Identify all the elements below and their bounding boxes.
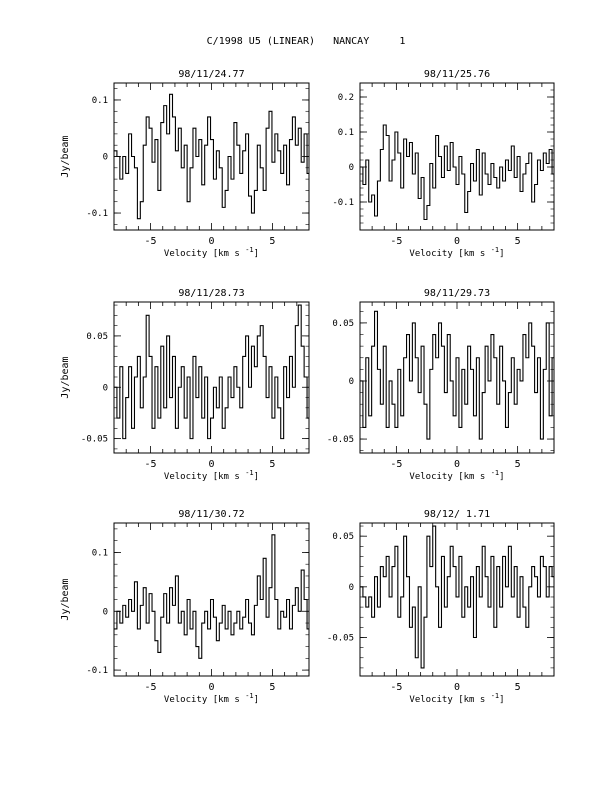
panel-4: 98/11/29.73 -5 0 5 0.05 0 -0.05 Velocity [km s …: [327, 288, 555, 482]
y-tick-label: 0: [349, 583, 354, 593]
y-axis-label: Jy/beam: [60, 356, 71, 398]
y-tick-label: 0.1: [338, 128, 354, 138]
x-tick-label: -5: [145, 459, 157, 470]
x-tick-label: -5: [145, 682, 157, 693]
x-tick-label: 0: [454, 236, 460, 247]
y-tick-label: 0: [103, 607, 108, 617]
spectrum-line: [114, 304, 309, 440]
spectrum-line: [114, 534, 309, 659]
panel-2: 98/11/25.76 -5 0 5 0.2 0.1 0 -0.1 Velocity [km s…: [332, 69, 555, 259]
spectrum-line: [360, 124, 554, 221]
y-tick-label: 0: [103, 383, 108, 393]
y-tick-label: 0: [103, 153, 108, 163]
panel-1: 98/11/24.77 -5 0 5 0.1 0 -0.1 Velocity [km s -1…: [60, 69, 310, 259]
panel-title: 98/11/25.76: [424, 69, 490, 80]
y-tick-label: 0.05: [332, 319, 354, 329]
panel-title: 98/12/ 1.71: [424, 509, 490, 520]
y-tick-label: 0.05: [86, 332, 108, 342]
y-tick-label: -0.05: [327, 633, 354, 643]
panel-3: 98/11/28.73 -5 0 5 0.05 0 -0.05 Velocity [km s …: [60, 288, 310, 482]
panel-6: 98/12/ 1.71 -5 0 5 0.05 0 -0.05 Velocity [km s …: [327, 509, 555, 705]
y-tick-label: 0.05: [332, 532, 354, 542]
y-axis-label: Jy/beam: [60, 578, 71, 620]
x-tick-label: 5: [269, 682, 275, 693]
y-tick-label: 0.1: [92, 96, 108, 106]
x-axis-label: Velocity [km s -1]: [164, 469, 259, 482]
y-tick-label: 0.1: [92, 548, 108, 558]
spectrum-line: [114, 93, 309, 220]
x-tick-label: 5: [269, 459, 275, 470]
y-tick-label: -0.1: [332, 198, 354, 208]
x-tick-label: 0: [454, 459, 460, 470]
y-tick-label: 0.2: [338, 93, 354, 103]
spectrum-line: [360, 310, 554, 440]
spectrum-line: [360, 525, 554, 669]
x-tick-label: 0: [208, 459, 214, 470]
plot-frame: [359, 522, 555, 677]
x-tick-label: 5: [515, 459, 521, 470]
y-tick-label: -0.1: [86, 666, 108, 676]
x-tick-label: 0: [454, 682, 460, 693]
panel-title: 98/11/24.77: [178, 69, 244, 80]
y-tick-label: 0: [349, 377, 354, 387]
y-tick-label: -0.05: [327, 435, 354, 445]
x-tick-label: -5: [390, 236, 402, 247]
y-axis-label: Jy/beam: [60, 135, 71, 177]
x-tick-label: 5: [515, 236, 521, 247]
panel-title: 98/11/28.73: [178, 288, 244, 299]
x-axis-label: Velocity [km s -1]: [409, 246, 504, 259]
x-tick-label: -5: [145, 236, 157, 247]
x-axis-label: Velocity [km s -1]: [164, 692, 259, 705]
y-tick-label: -0.05: [81, 435, 108, 445]
x-tick-label: 5: [515, 682, 521, 693]
x-tick-label: -5: [390, 682, 402, 693]
x-axis-label: Velocity [km s -1]: [409, 469, 504, 482]
x-tick-label: 5: [269, 236, 275, 247]
x-axis-label: Velocity [km s -1]: [409, 692, 504, 705]
x-tick-label: 0: [208, 236, 214, 247]
x-tick-label: -5: [390, 459, 402, 470]
page-title: C/1998 U5 (LINEAR) NANCAY 1: [206, 36, 406, 47]
panel-title: 98/11/29.73: [424, 288, 490, 299]
x-axis-label: Velocity [km s -1]: [164, 246, 259, 259]
panel-5: 98/11/30.72 -5 0 5 0.1 0 -0.1 Velocity [km s -1…: [60, 509, 310, 705]
panel-title: 98/11/30.72: [178, 509, 244, 520]
plot-frame: [359, 301, 555, 454]
x-tick-label: 0: [208, 682, 214, 693]
y-tick-label: 0: [349, 163, 354, 173]
y-tick-label: -0.1: [86, 209, 108, 219]
